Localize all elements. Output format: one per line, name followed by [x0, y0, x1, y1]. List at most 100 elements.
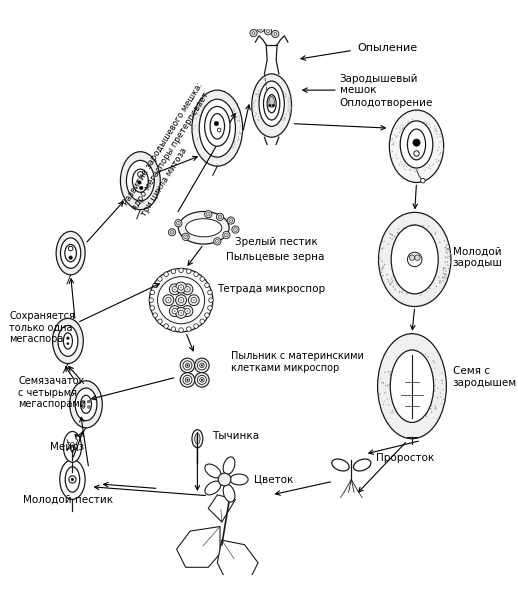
Circle shape	[442, 150, 444, 151]
Circle shape	[262, 88, 263, 89]
Circle shape	[213, 151, 214, 152]
Circle shape	[423, 387, 424, 388]
Circle shape	[178, 310, 184, 315]
Circle shape	[413, 372, 414, 373]
Circle shape	[258, 91, 260, 92]
Circle shape	[396, 375, 397, 376]
Circle shape	[415, 255, 420, 260]
Text: Пыльцевые зерна: Пыльцевые зерна	[226, 252, 325, 262]
Circle shape	[406, 126, 408, 127]
Circle shape	[436, 408, 437, 409]
Circle shape	[390, 233, 391, 234]
Circle shape	[441, 373, 442, 374]
Circle shape	[285, 95, 286, 97]
Circle shape	[264, 89, 265, 90]
Circle shape	[395, 376, 396, 378]
Circle shape	[208, 106, 209, 107]
Circle shape	[421, 407, 423, 408]
Circle shape	[426, 416, 427, 417]
Circle shape	[439, 281, 441, 283]
Circle shape	[389, 384, 390, 385]
Circle shape	[138, 172, 143, 177]
Circle shape	[430, 402, 431, 403]
Circle shape	[287, 98, 289, 100]
Ellipse shape	[60, 460, 85, 500]
Circle shape	[289, 112, 291, 113]
Circle shape	[257, 25, 264, 32]
Circle shape	[387, 371, 388, 372]
Circle shape	[426, 400, 428, 401]
Circle shape	[69, 256, 73, 260]
Circle shape	[283, 91, 284, 92]
Circle shape	[387, 243, 389, 245]
Circle shape	[437, 388, 438, 389]
Circle shape	[397, 379, 398, 380]
Circle shape	[253, 102, 255, 104]
Circle shape	[240, 133, 241, 134]
Circle shape	[406, 293, 408, 295]
Circle shape	[434, 368, 436, 369]
Circle shape	[208, 104, 209, 106]
Circle shape	[171, 269, 176, 274]
Circle shape	[274, 123, 275, 124]
Circle shape	[257, 119, 258, 120]
Circle shape	[404, 165, 405, 167]
Circle shape	[67, 342, 69, 345]
Circle shape	[282, 119, 283, 120]
Circle shape	[422, 393, 423, 394]
Polygon shape	[218, 540, 258, 581]
Circle shape	[435, 385, 436, 387]
Circle shape	[392, 140, 393, 141]
Circle shape	[429, 288, 430, 289]
Circle shape	[414, 171, 416, 172]
Circle shape	[171, 231, 173, 233]
Circle shape	[444, 274, 445, 275]
Circle shape	[402, 129, 403, 130]
Circle shape	[69, 476, 76, 483]
Circle shape	[277, 89, 278, 90]
Circle shape	[406, 409, 407, 410]
Circle shape	[410, 365, 411, 367]
Circle shape	[261, 118, 262, 119]
Circle shape	[431, 403, 433, 404]
Circle shape	[285, 94, 286, 95]
Circle shape	[382, 248, 384, 249]
Circle shape	[396, 385, 397, 386]
Circle shape	[415, 395, 416, 396]
Circle shape	[272, 104, 275, 107]
Circle shape	[386, 274, 388, 275]
Circle shape	[390, 374, 391, 376]
Circle shape	[391, 281, 393, 283]
Circle shape	[414, 406, 416, 407]
Circle shape	[406, 361, 407, 362]
Circle shape	[397, 135, 398, 137]
Circle shape	[277, 122, 278, 123]
Circle shape	[383, 382, 384, 383]
Circle shape	[426, 370, 428, 371]
Circle shape	[258, 116, 259, 117]
Circle shape	[208, 306, 212, 310]
Circle shape	[397, 158, 398, 159]
Circle shape	[414, 395, 415, 396]
Circle shape	[272, 124, 274, 125]
Circle shape	[157, 319, 162, 324]
Circle shape	[390, 371, 391, 372]
Circle shape	[239, 132, 240, 133]
Circle shape	[391, 278, 393, 280]
Circle shape	[426, 376, 427, 377]
Circle shape	[278, 120, 279, 121]
Circle shape	[381, 268, 383, 269]
Text: Зрелый пестик: Зрелый пестик	[235, 237, 318, 247]
Ellipse shape	[223, 457, 235, 475]
Circle shape	[439, 133, 441, 135]
Circle shape	[419, 400, 421, 401]
Circle shape	[382, 268, 383, 269]
Circle shape	[225, 233, 228, 237]
Circle shape	[405, 373, 406, 374]
Circle shape	[200, 277, 205, 281]
Circle shape	[214, 151, 215, 152]
Circle shape	[203, 108, 204, 109]
Circle shape	[226, 234, 227, 236]
Circle shape	[265, 121, 266, 123]
Ellipse shape	[63, 431, 81, 462]
